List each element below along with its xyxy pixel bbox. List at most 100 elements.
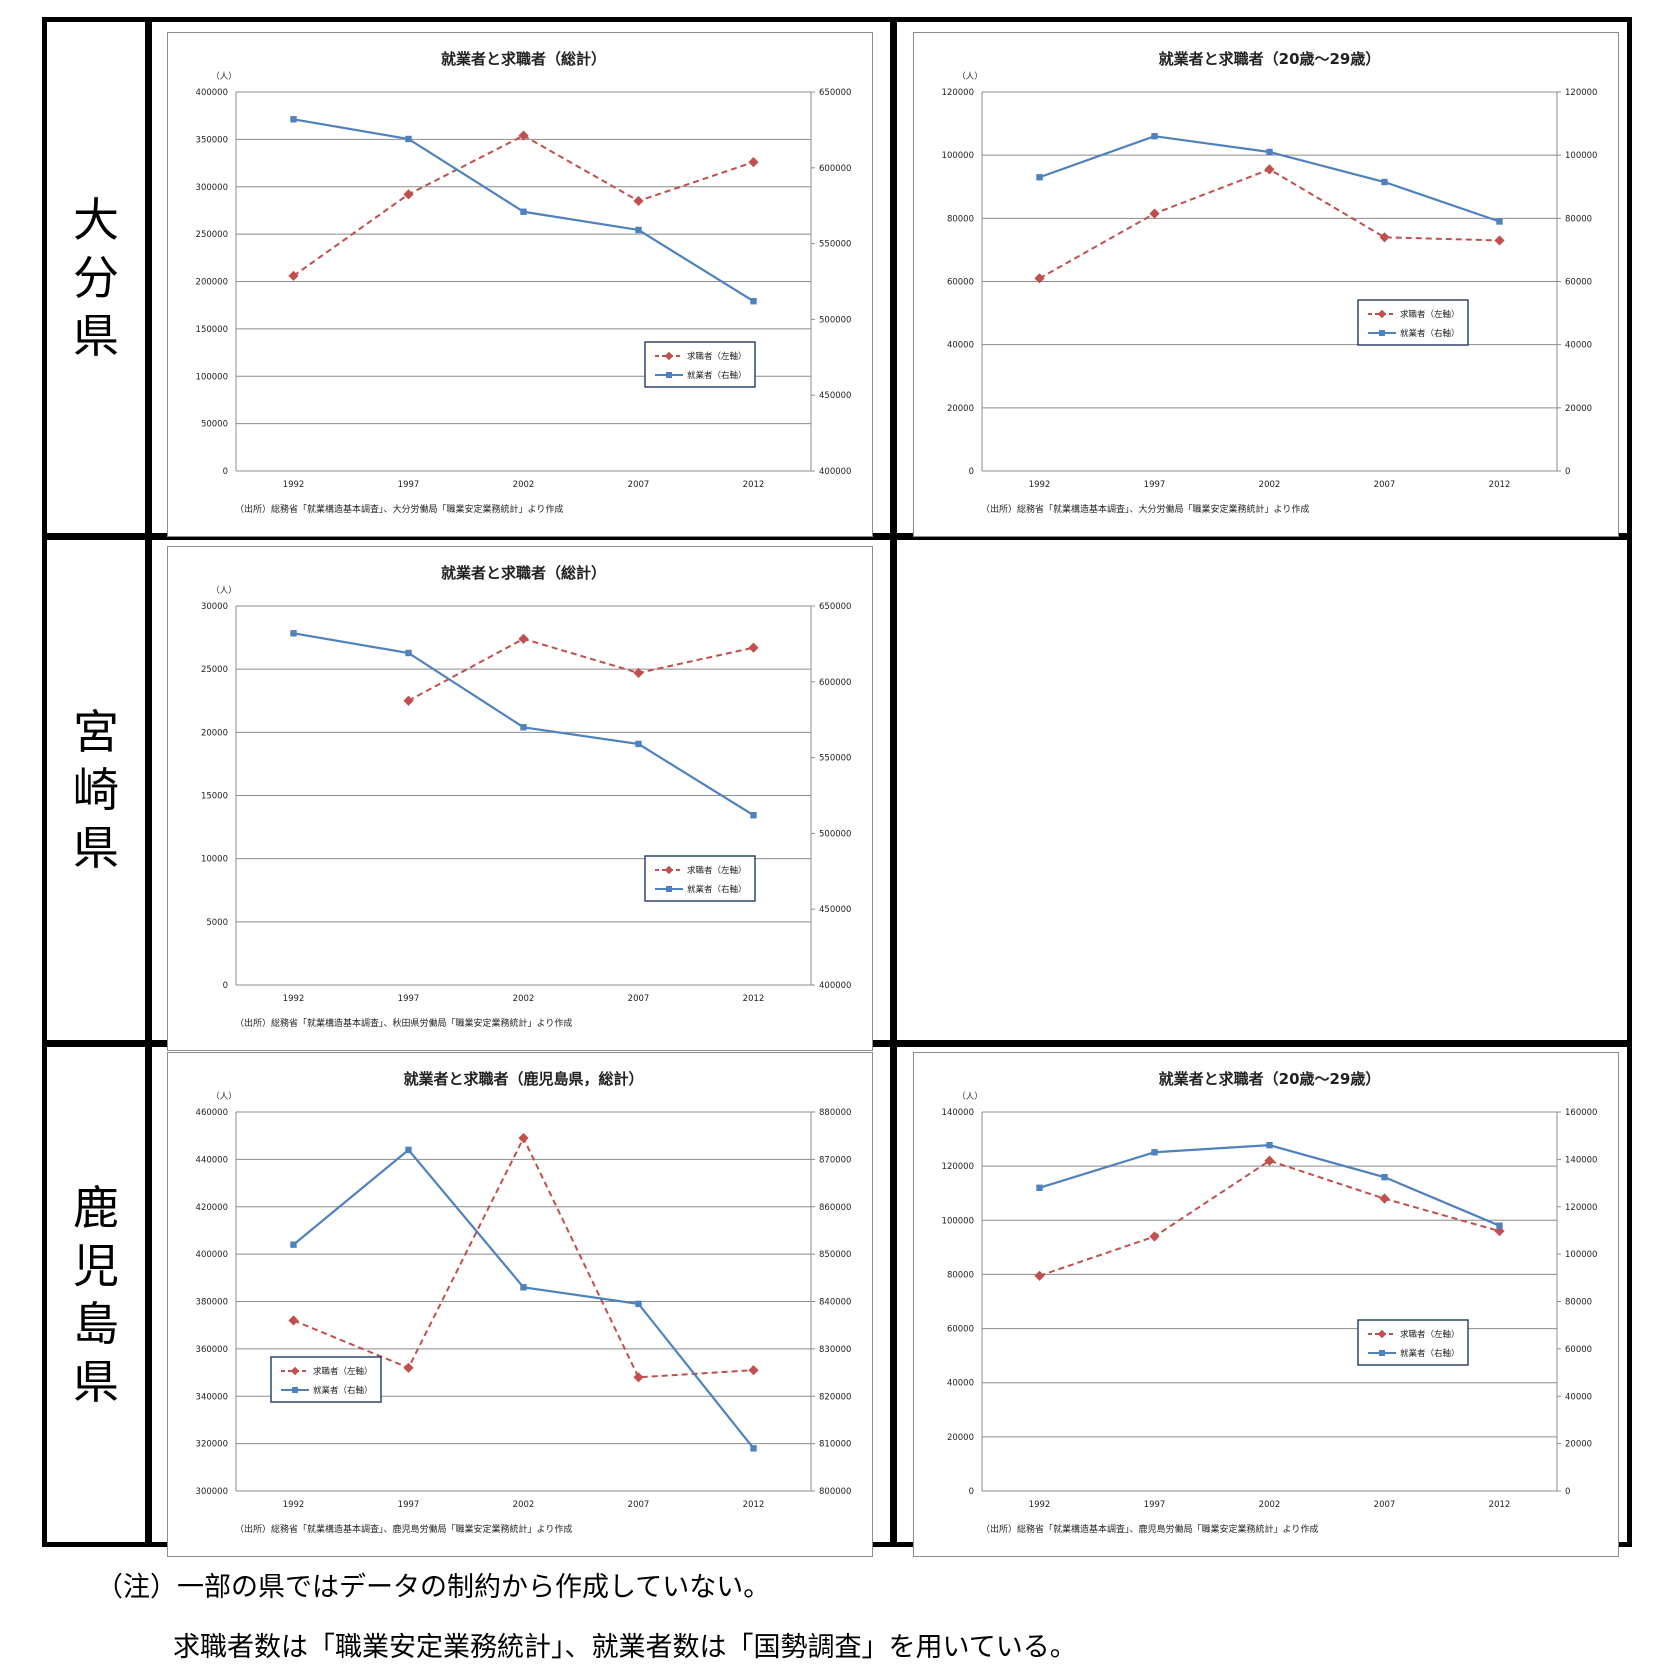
- y-left-tick-label: 350000: [196, 135, 228, 145]
- legend-marker-seekers: [664, 351, 674, 361]
- employed-point: [1496, 218, 1503, 225]
- y-left-tick-label: 440000: [196, 1155, 228, 1165]
- x-tick-label: 2007: [628, 1500, 650, 1510]
- employed-point: [1496, 1222, 1503, 1229]
- y-left-tick-label: 60000: [947, 278, 974, 288]
- y-right-tick-label: 40000: [1565, 1392, 1592, 1402]
- legend-box: [1357, 1319, 1469, 1366]
- y-unit-label: （人）: [957, 71, 983, 82]
- y-left-tick-label: 140000: [942, 1108, 974, 1118]
- chart-title: 就業者と求職者（総計）: [441, 564, 606, 582]
- x-tick-label: 2012: [1489, 1500, 1511, 1510]
- legend-marker-employed: [1379, 1350, 1385, 1356]
- y-left-tick-label: 300000: [196, 183, 228, 193]
- legend-marker-employed: [292, 1387, 298, 1393]
- y-right-tick-label: 870000: [819, 1155, 851, 1165]
- chart-title: 就業者と求職者（総計）: [441, 50, 606, 68]
- x-tick-label: 2002: [513, 1500, 535, 1510]
- y-right-tick-label: 830000: [819, 1345, 851, 1355]
- y-left-tick-label: 120000: [942, 88, 974, 98]
- y-left-tick-label: 30000: [201, 602, 228, 612]
- chart-source-note: （出所）総務省「就業構造基本調査」、秋田県労働局「職業安定業務統計」より作成: [235, 1017, 572, 1029]
- x-tick-label: 2007: [628, 480, 650, 490]
- y-left-tick-label: 50000: [201, 420, 228, 430]
- line-chart-miyazaki-total: 0 5000 10000 15000 20000 25000 30000 400000 4500…: [167, 546, 873, 1051]
- employed-point: [520, 208, 527, 215]
- seekers-point: [1379, 232, 1390, 243]
- y-right-tick-label: 450000: [819, 905, 851, 915]
- seekers-point: [1379, 1193, 1390, 1204]
- y-left-tick-label: 10000: [201, 855, 228, 865]
- x-tick-label: 1997: [398, 1500, 420, 1510]
- y-left-tick-label: 320000: [196, 1440, 228, 1450]
- y-left-tick-label: 0: [969, 1487, 974, 1497]
- y-left-tick-label: 80000: [947, 1270, 974, 1280]
- y-right-tick-label: 140000: [1565, 1155, 1597, 1165]
- line-chart-oita-20s: 0 20000 40000 60000 80000 100000 120000 0 20000 4…: [913, 32, 1619, 537]
- seekers-point: [1034, 273, 1045, 284]
- legend-label-employed: 就業者（右軸）: [1400, 328, 1460, 339]
- y-left-tick-label: 200000: [196, 278, 228, 288]
- legend-label-employed: 就業者（右軸）: [1400, 1348, 1460, 1359]
- x-tick-label: 1992: [1029, 480, 1051, 490]
- employed-point: [405, 649, 412, 657]
- prefecture-label-oita: 大 分 県: [47, 22, 145, 533]
- chart-title: 就業者と求職者（鹿児島県，総計）: [403, 1070, 643, 1088]
- y-right-tick-label: 450000: [819, 391, 851, 401]
- employed-point: [1036, 174, 1043, 181]
- y-left-tick-label: 100000: [196, 372, 228, 382]
- prefecture-chart-grid: 大 分 県 宮 崎 県 鹿 児 島 県 0 50000 100000 150000 20…: [42, 17, 1632, 1557]
- y-left-tick-label: 400000: [196, 88, 228, 98]
- y-left-tick-label: 5000: [206, 918, 228, 928]
- pref-char: 児: [73, 1238, 119, 1293]
- x-tick-label: 2002: [513, 480, 535, 490]
- y-right-tick-label: 600000: [819, 678, 851, 688]
- legend-label-seekers: 求職者（左軸）: [1400, 309, 1460, 320]
- chart-frame: [913, 1052, 1619, 1557]
- chart-title: 就業者と求職者（20歳～29歳）: [1159, 1070, 1381, 1088]
- y-left-tick-label: 60000: [947, 1325, 974, 1335]
- y-unit-label: （人）: [211, 585, 237, 596]
- line-chart-oita-total: 0 50000 100000 150000 200000 250000 300000 3500…: [167, 32, 873, 537]
- employed-point: [1381, 1173, 1388, 1181]
- y-right-tick-label: 80000: [1565, 1298, 1592, 1308]
- chart-frame: [167, 1052, 873, 1557]
- x-tick-label: 2012: [1489, 480, 1511, 490]
- x-tick-label: 2012: [743, 994, 765, 1004]
- chart-frame: [167, 32, 873, 537]
- y-right-tick-label: 400000: [819, 467, 851, 477]
- seekers-point: [1034, 1270, 1045, 1281]
- y-right-tick-label: 810000: [819, 1440, 851, 1450]
- legend-label-employed: 就業者（右軸）: [313, 1385, 373, 1396]
- y-left-tick-label: 250000: [196, 230, 228, 240]
- legend-box: [1357, 299, 1469, 346]
- chart-source-note: （出所）総務省「就業構造基本調査」、大分労働局「職業安定業務統計」より作成: [235, 503, 563, 515]
- y-right-tick-label: 0: [1565, 1487, 1570, 1497]
- employed-point: [405, 135, 412, 143]
- legend-box: [644, 341, 756, 388]
- pref-char: 崎: [73, 763, 119, 817]
- legend-marker-employed: [666, 886, 672, 892]
- chart-source-note: （出所）総務省「就業構造基本調査」、鹿児島労働局「職業安定業務統計」より作成: [235, 1523, 572, 1535]
- y-right-tick-label: 600000: [819, 164, 851, 174]
- employed-point: [635, 226, 642, 234]
- y-right-tick-label: 860000: [819, 1203, 851, 1213]
- y-left-tick-label: 80000: [947, 214, 974, 224]
- y-right-tick-label: 60000: [1565, 1345, 1592, 1355]
- employed-point: [290, 116, 297, 123]
- y-left-tick-label: 340000: [196, 1392, 228, 1402]
- y-right-tick-label: 840000: [819, 1298, 851, 1308]
- chart-frame: [167, 546, 873, 1051]
- y-right-tick-label: 550000: [819, 240, 851, 250]
- legend-box: [644, 855, 756, 902]
- y-unit-label: （人）: [211, 1091, 237, 1102]
- employed-point: [520, 724, 527, 731]
- line-chart-kagoshima-20s: 0 20000 40000 60000 80000 100000 120000 140000 0…: [913, 1052, 1619, 1557]
- y-left-tick-label: 460000: [196, 1108, 228, 1118]
- y-right-tick-label: 40000: [1565, 341, 1592, 351]
- footnote-line-2: 求職者数は「職業安定業務統計」、就業者数は「国勢調査」を用いている。: [173, 1632, 1077, 1663]
- seekers-line: [408, 637, 754, 702]
- footnote-line-1: （注）一部の県ではデータの制約から作成していない。: [96, 1572, 771, 1603]
- employed-point: [750, 812, 757, 819]
- legend-marker-employed: [1379, 330, 1385, 336]
